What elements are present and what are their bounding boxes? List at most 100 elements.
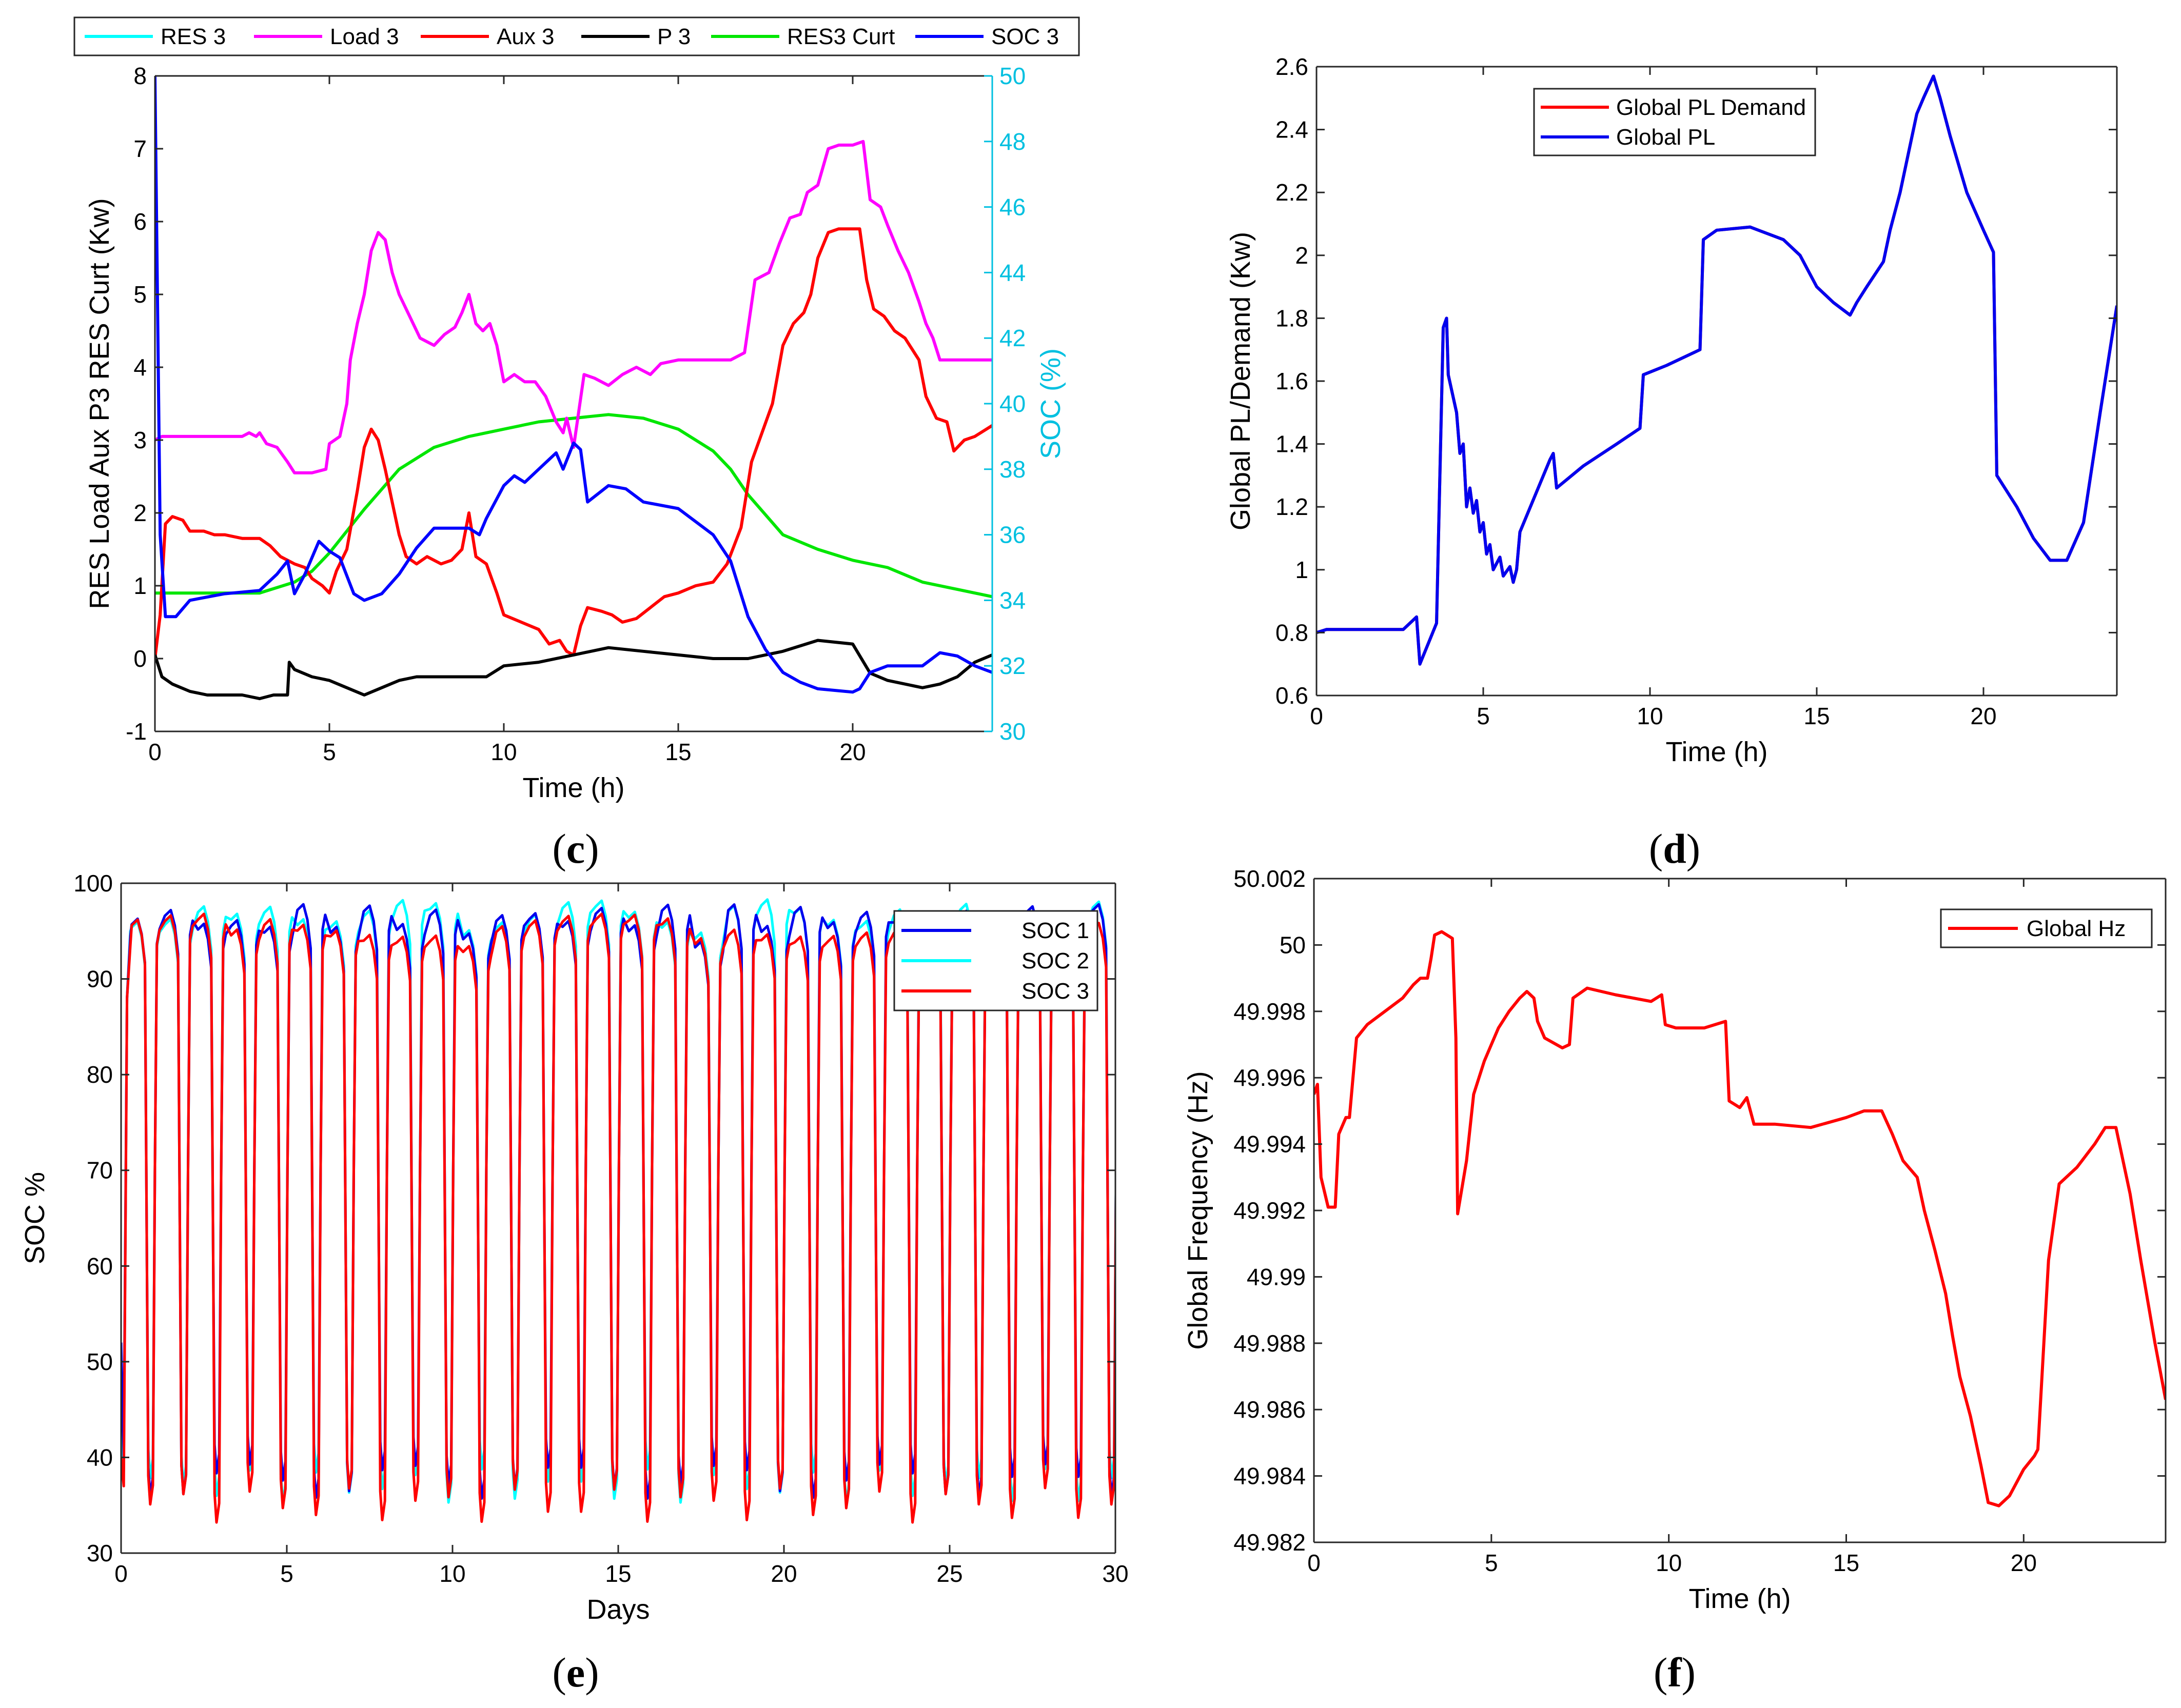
panel-c-ytick-label: 2 xyxy=(133,500,147,526)
panel-c-x-axis-label: Time (h) xyxy=(523,772,625,803)
panel-e-ytick-label: 30 xyxy=(87,1540,113,1566)
panel-c-ytick-label: 4 xyxy=(133,354,147,381)
panel-f-ytick-label: 49.998 xyxy=(1233,998,1306,1025)
panel-e-xtick-label: 15 xyxy=(605,1560,631,1587)
panel-c-y-axis-label: RES Load Aux P3 RES Curt (Kw) xyxy=(84,198,115,609)
panel-c-legend-label-0: RES 3 xyxy=(161,24,226,49)
panel-e-ytick-label: 80 xyxy=(87,1061,113,1088)
panel-d-ytick-label: 0.6 xyxy=(1275,682,1308,709)
panel-c-xtick-label: 10 xyxy=(490,739,517,765)
panel-c-xtick-label: 20 xyxy=(839,739,866,765)
panel-d-chart: 0 5 10 15 20 0.6 0.8 1 1.2 1.4 1.6 1.8 2 2.2 2.4 2.6 Tim… xyxy=(1225,53,2118,767)
panel-f-ytick-label: 49.988 xyxy=(1233,1330,1306,1357)
panel-e-ytick-label: 40 xyxy=(87,1444,113,1471)
panel-d-ytick-label: 1 xyxy=(1295,557,1308,583)
panel-e-legend-label-0: SOC 1 xyxy=(1021,918,1089,943)
panel-c-ytick-label: 1 xyxy=(133,572,147,599)
panel-e-xtick-label: 5 xyxy=(280,1560,293,1587)
panel-e-y-axis-label: SOC % xyxy=(19,1172,50,1264)
panel-label-e: (e) xyxy=(552,1649,599,1696)
panel-e-ytick-label: 60 xyxy=(87,1253,113,1279)
panel-c-ytick-right-label: 38 xyxy=(999,456,1026,483)
panel-e-xtick-label: 30 xyxy=(1102,1560,1128,1587)
panel-c-legend-box xyxy=(73,16,1080,56)
panel-f-ytick-label: 49.996 xyxy=(1233,1064,1306,1091)
panel-f-series-group xyxy=(1314,930,2166,1507)
panel-c-ytick-right-label: 36 xyxy=(999,522,1026,548)
panel-c-ytick-right-label: 42 xyxy=(999,325,1026,351)
panel-f-ytick-label: 50 xyxy=(1280,931,1306,958)
panel-c-series-1-line xyxy=(155,140,992,474)
panel-f-ytick-label: 50.002 xyxy=(1233,865,1306,892)
panel-d-series-group xyxy=(1317,74,2117,666)
panel-e-xtick-label: 0 xyxy=(114,1560,128,1587)
panel-d-legend-label-0: Global PL Demand xyxy=(1616,95,1806,120)
panel-label-f: (f) xyxy=(1654,1649,1696,1696)
panel-d-ytick-label: 0.8 xyxy=(1275,619,1308,646)
panel-f-ytick-label: 49.982 xyxy=(1233,1529,1306,1556)
panel-f-ytick-label: 49.992 xyxy=(1233,1197,1306,1224)
panel-d-ytick-label: 1.8 xyxy=(1275,305,1308,331)
panel-e-chart: 0 5 10 15 20 25 30 30 40 50 60 70 80 90 100 Days SOC % SO… xyxy=(19,870,1129,1625)
panel-c-series-4-line xyxy=(155,413,992,599)
panel-e-ytick-label: 90 xyxy=(87,966,113,992)
panel-f-ytick-label: 49.99 xyxy=(1247,1263,1306,1290)
panel-c-ytick-right-label: 46 xyxy=(999,194,1026,221)
panel-d-xtick-label: 15 xyxy=(1803,703,1830,729)
panel-c-xtick-label: 0 xyxy=(148,739,162,765)
panel-e-ytick-label: 100 xyxy=(73,870,113,897)
panel-c-legend-label-4: RES3 Curt xyxy=(787,24,895,49)
panel-d-series-1-line xyxy=(1317,74,2117,666)
panel-d-x-axis-label: Time (h) xyxy=(1666,737,1768,767)
panel-c-ytick-right-label: 48 xyxy=(999,128,1026,155)
panel-f-ytick-label: 49.986 xyxy=(1233,1396,1306,1423)
panel-f-plot-area xyxy=(1314,879,2166,1542)
panel-c-ytick-right-label: 32 xyxy=(999,652,1026,679)
panel-c-ytick-label: 7 xyxy=(133,135,147,162)
panel-f-ytick-label: 49.984 xyxy=(1233,1463,1306,1489)
panel-c-series-group xyxy=(155,76,992,701)
panel-c-ytick-label: 5 xyxy=(133,281,147,308)
panel-c-xtick-label: 5 xyxy=(323,739,336,765)
panel-e-xtick-label: 25 xyxy=(936,1560,962,1587)
panel-f-ytick-label: 49.994 xyxy=(1233,1131,1306,1158)
panel-e-xtick-label: 10 xyxy=(439,1560,465,1587)
panel-e-legend-label-1: SOC 2 xyxy=(1021,948,1089,974)
panel-e-ytick-label: 70 xyxy=(87,1157,113,1184)
panel-d-ytick-label: 2.6 xyxy=(1275,53,1308,80)
panel-c-plot-area xyxy=(155,76,992,731)
panel-c-ytick-right-label: 34 xyxy=(999,587,1026,613)
panel-f-xtick-label: 15 xyxy=(1833,1550,1859,1576)
panel-d-xtick-label: 5 xyxy=(1477,703,1490,729)
panel-d-xtick-label: 20 xyxy=(1970,703,1996,729)
panel-c-legend-label-5: SOC 3 xyxy=(991,24,1059,49)
panel-c-ytick-label: 8 xyxy=(133,63,147,89)
panel-c-ytick-label: -1 xyxy=(126,718,147,745)
panel-d-ytick-label: 1.6 xyxy=(1275,368,1308,394)
panel-c-legend-label-1: Load 3 xyxy=(330,24,399,49)
panel-f-x-axis-label: Time (h) xyxy=(1689,1583,1791,1614)
panel-c-series-3-line xyxy=(155,639,992,701)
panel-d-ytick-label: 2.4 xyxy=(1275,116,1308,143)
panel-c-y-axis-right-label: SOC (%) xyxy=(1035,348,1066,459)
panel-f-xtick-label: 0 xyxy=(1307,1550,1321,1576)
panel-d-xtick-label: 0 xyxy=(1310,703,1323,729)
panel-c-ytick-right-label: 50 xyxy=(999,63,1026,89)
panel-c-legend-label-2: Aux 3 xyxy=(497,24,555,49)
panel-c-ytick-label: 3 xyxy=(133,427,147,453)
panel-c-ytick-label: 6 xyxy=(133,208,147,235)
panel-f-legend-label-0: Global Hz xyxy=(2027,916,2126,941)
panel-c-ytick-right-label: 30 xyxy=(999,718,1026,745)
panel-c-ytick-right-label: 44 xyxy=(999,259,1026,286)
panel-e-x-axis-label: Days xyxy=(586,1594,650,1625)
panel-f-y-axis-label: Global Frequency (Hz) xyxy=(1183,1071,1213,1349)
panel-label-d: (d) xyxy=(1649,825,1700,872)
panel-d-ytick-label: 2.2 xyxy=(1275,179,1308,206)
panel-c-ytick-right-label: 40 xyxy=(999,390,1026,417)
panel-d-y-axis-label: Global PL/Demand (Kw) xyxy=(1225,232,1256,530)
panel-c-xtick-label: 15 xyxy=(665,739,691,765)
panel-c-series-5-line xyxy=(155,76,992,694)
panel-c-chart: 0 5 10 15 20-1012345678303234363840424446485… xyxy=(73,16,1080,803)
panel-f-xtick-label: 10 xyxy=(1656,1550,1682,1576)
